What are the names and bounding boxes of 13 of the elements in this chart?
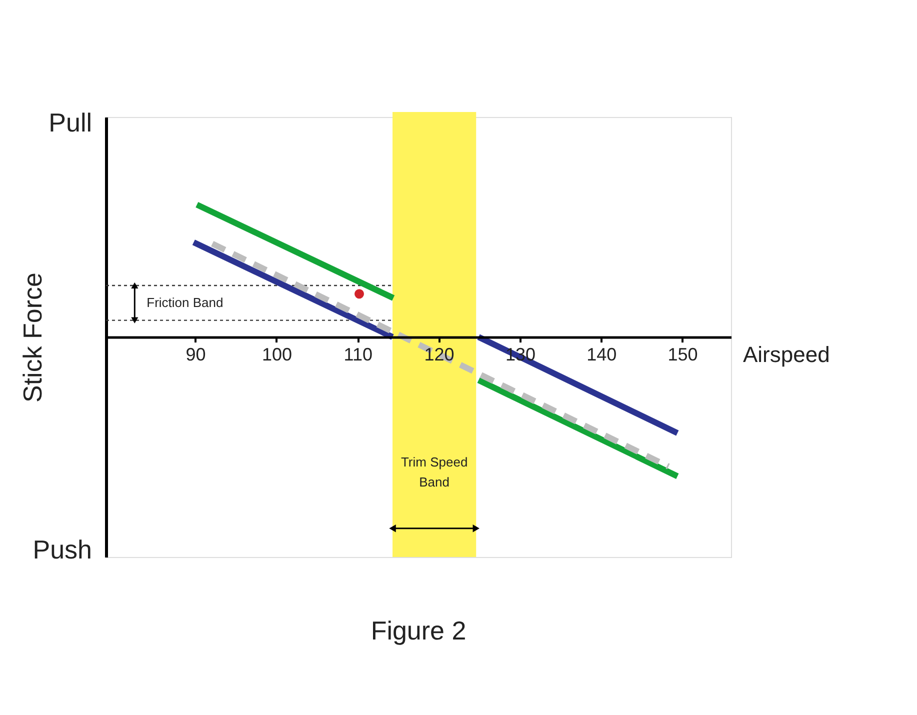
x-tick-label: 150 — [668, 344, 698, 364]
ref-line-label: Friction Band — [146, 294, 224, 310]
y-axis-title: Stick Force — [18, 272, 48, 403]
text: Push — [32, 534, 92, 564]
x-tick-label: 120 — [424, 344, 454, 364]
band-label: Trim Speed Band — [400, 454, 468, 490]
text: Figure 2 — [370, 615, 466, 646]
x-tick-label: 140 — [586, 344, 617, 364]
x-tick-label: 100 — [262, 344, 292, 364]
x-tick-label: 90 — [186, 344, 206, 364]
x-axis-title: Airspeed — [743, 342, 830, 367]
x-tick-label: 110 — [344, 344, 372, 364]
text: Pull — [48, 108, 92, 138]
